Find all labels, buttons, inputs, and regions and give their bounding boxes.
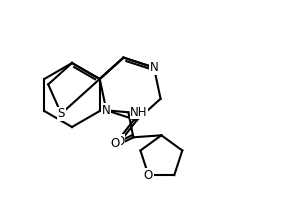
Text: O: O <box>144 169 153 182</box>
Text: NH: NH <box>130 106 148 119</box>
Text: O: O <box>115 135 124 148</box>
Text: N: N <box>150 61 158 74</box>
Text: N: N <box>102 104 111 117</box>
Text: O: O <box>111 137 120 150</box>
Text: S: S <box>58 107 65 120</box>
